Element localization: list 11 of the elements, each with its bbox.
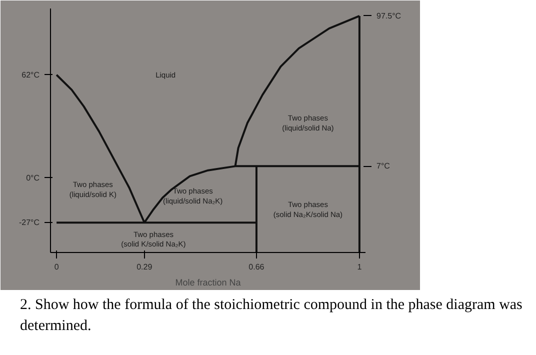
x-tick-label: 1 <box>357 262 362 272</box>
text: 2. Show how the formula of the stoichiometric compound in the phase diagram was determined. <box>20 296 524 336</box>
y-tick-label: -27°C <box>18 218 40 228</box>
x-tick-label: 0.29 <box>136 262 153 272</box>
y-tick-label: 0°C <box>26 173 40 182</box>
x-tick-label: 0.66 <box>248 262 265 272</box>
x-axis-title: Mole fraction Na <box>175 278 241 288</box>
y2-tick-label: 97.5°C <box>376 11 402 20</box>
x-tick-label: 0 <box>54 262 60 272</box>
y-tick-label: 62°C <box>22 70 40 80</box>
y2-tick-label: 7°C <box>376 162 390 171</box>
